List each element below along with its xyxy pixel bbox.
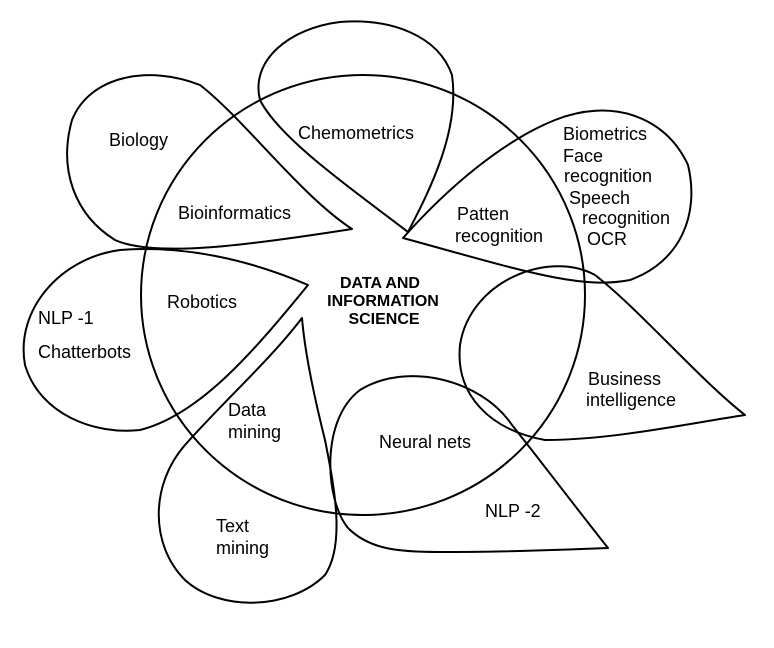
label-speech-recognition-2: recognition: [582, 208, 670, 228]
label-patten-recognition-1: Patten: [457, 204, 509, 224]
label-chemometrics: Chemometrics: [298, 123, 414, 143]
label-biology: Biology: [109, 130, 168, 150]
label-biometrics: Biometrics: [563, 124, 647, 144]
petal-text-mining: [157, 317, 338, 604]
center-title-line2: INFORMATION: [327, 293, 439, 310]
label-business-intelligence-1: Business: [588, 369, 661, 389]
label-speech-recognition-1: Speech: [569, 188, 630, 208]
label-neural-nets: Neural nets: [379, 432, 471, 452]
label-bioinformatics: Bioinformatics: [178, 203, 291, 223]
label-patten-recognition-2: recognition: [455, 226, 543, 246]
label-business-intelligence-2: intelligence: [586, 390, 676, 410]
petal-business-intelligence: [458, 265, 746, 441]
label-chatterbots: Chatterbots: [38, 342, 131, 362]
petal-nlp2: [329, 375, 609, 553]
label-nlp1: NLP -1: [38, 308, 94, 328]
label-robotics: Robotics: [167, 292, 237, 312]
petal-biometrics: [402, 109, 693, 284]
label-data-mining-2: mining: [228, 422, 281, 442]
petal-chemometrics: [257, 20, 455, 233]
label-face-recognition-2: recognition: [564, 166, 652, 186]
petal-biology: [66, 74, 353, 250]
central-circle: [140, 74, 586, 516]
label-data-mining-1: Data: [228, 400, 267, 420]
label-face-recognition-1: Face: [563, 146, 603, 166]
center-title-line1: DATA AND: [340, 275, 420, 292]
label-text-mining-1: Text: [216, 516, 249, 536]
petal-nlp1: [22, 248, 309, 432]
label-text-mining-2: mining: [216, 538, 269, 558]
center-title-line3: SCIENCE: [348, 311, 419, 328]
label-nlp2: NLP -2: [485, 501, 541, 521]
label-ocr: OCR: [587, 229, 627, 249]
